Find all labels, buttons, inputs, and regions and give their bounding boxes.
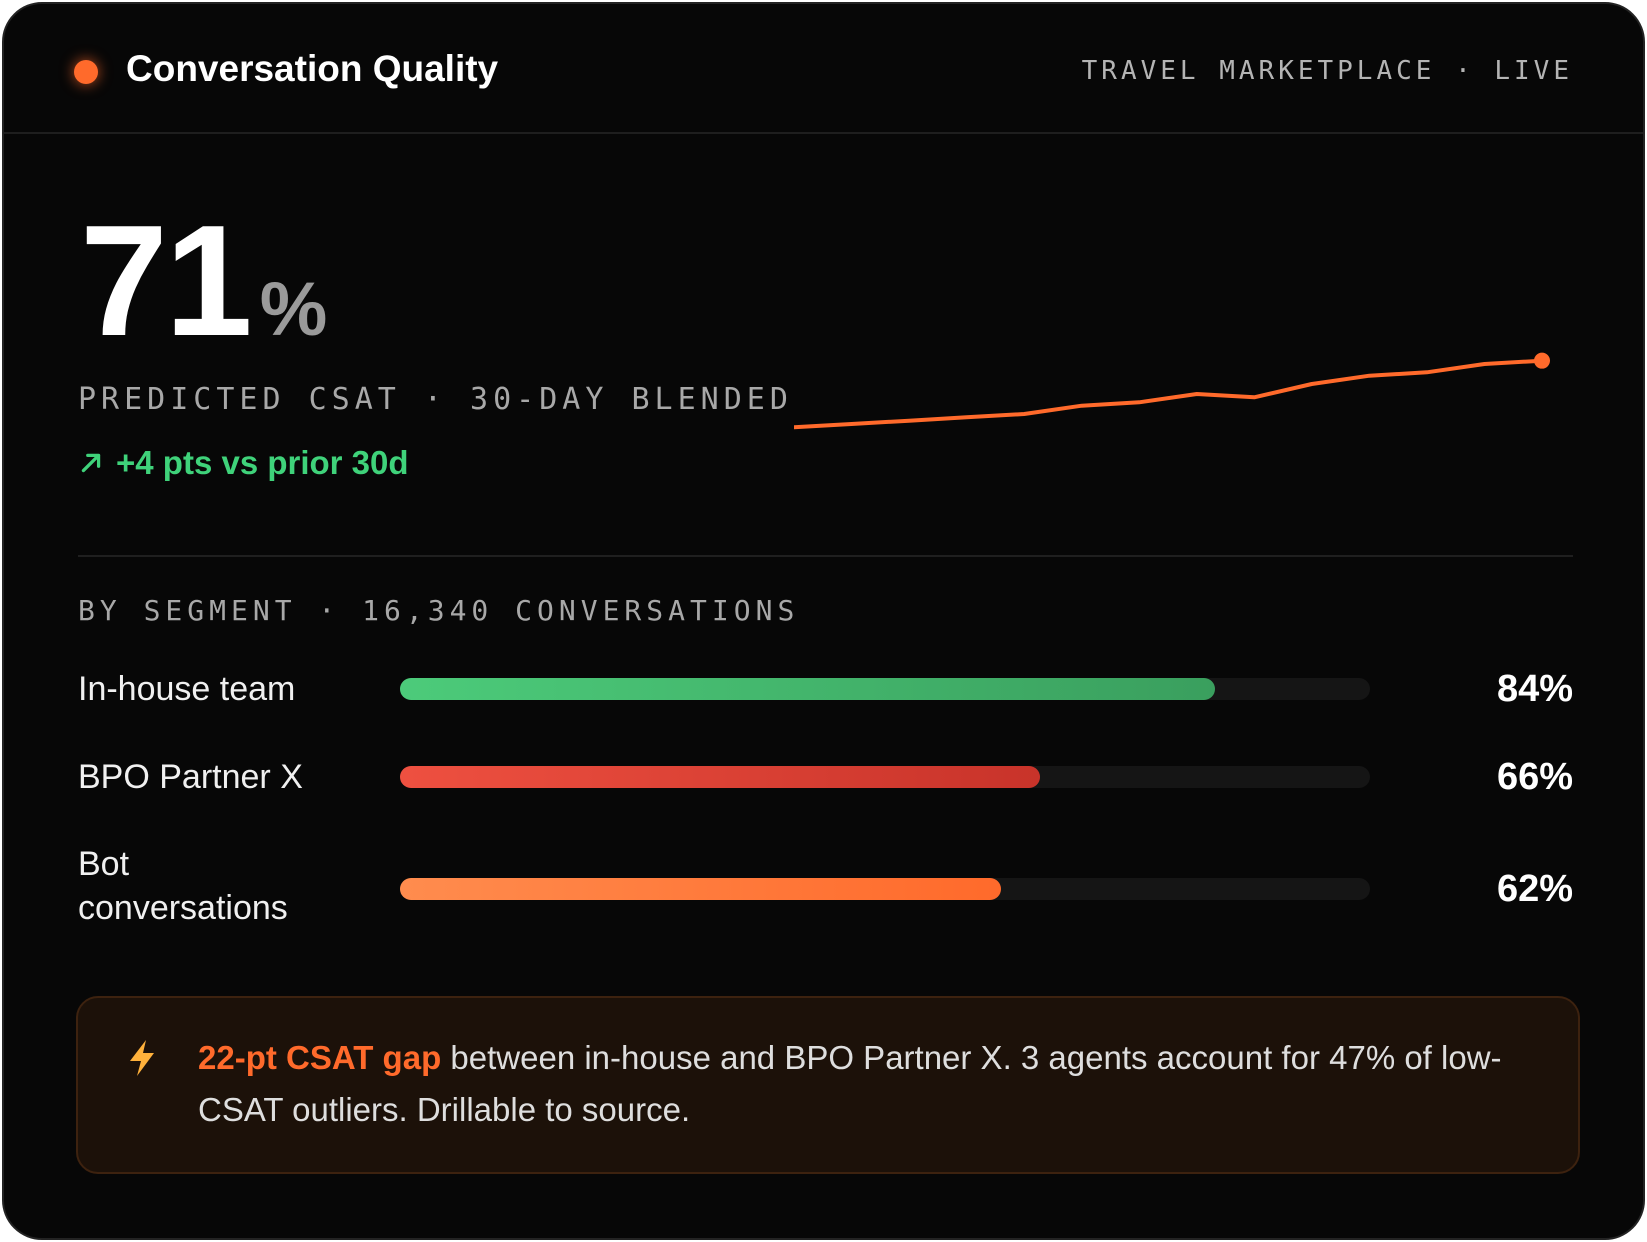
insight-body: between in-house and BPO Partner X. 3 ag… (198, 1039, 1502, 1128)
segment-label: In-house team (78, 670, 296, 708)
segment-row-in-house: In-house team 84% (78, 667, 1573, 711)
segment-row-bot-conversations: Bot conversations 62% (78, 842, 1573, 932)
segment-bar-track (400, 878, 1370, 900)
segment-label: BPO Partner X (78, 758, 303, 796)
insight-text: 22-pt CSAT gap between in-house and BPO … (198, 1032, 1538, 1136)
segment-value: 84% (1496, 668, 1573, 710)
kpi-unit: % (259, 267, 328, 352)
csat-trend-sparkline (794, 352, 1550, 430)
insight-highlight: 22-pt CSAT gap (198, 1039, 442, 1076)
kpi-display: 71% (80, 202, 327, 360)
segment-label: Bot conversations (78, 845, 288, 927)
kpi-label: PREDICTED CSAT · 30-DAY BLENDED (78, 382, 793, 417)
segment-bar-track (400, 766, 1370, 788)
insight-callout: 22-pt CSAT gap between in-house and BPO … (76, 996, 1580, 1174)
segment-bar-fill (400, 678, 1215, 700)
trend-line (794, 358, 1544, 430)
segment-bar-track (400, 678, 1370, 700)
live-status-dot (74, 60, 98, 84)
card-title: Conversation Quality (126, 48, 499, 89)
section-divider (78, 555, 1573, 557)
kpi-delta: +4 pts vs prior 30d (78, 444, 409, 482)
lightning-icon (130, 1040, 154, 1076)
segment-bar-fill (400, 766, 1041, 788)
card-header: Conversation Quality TRAVEL MARKETPLACE … (4, 4, 1643, 134)
trend-endpoint (1534, 352, 1550, 369)
segment-bar-fill (400, 878, 1002, 900)
kpi-value: 71 (80, 193, 253, 369)
segment-value: 66% (1496, 756, 1573, 798)
segment-row-bpo-partner-x: BPO Partner X 66% (78, 755, 1573, 799)
arrow-up-right-icon (81, 453, 101, 473)
segment-value: 62% (1496, 868, 1573, 910)
kpi-delta-text: +4 pts vs prior 30d (116, 444, 409, 481)
header-meta: TRAVEL MARKETPLACE · LIVE (1081, 56, 1573, 86)
segments-heading: BY SEGMENT · 16,340 CONVERSATIONS (78, 594, 800, 627)
